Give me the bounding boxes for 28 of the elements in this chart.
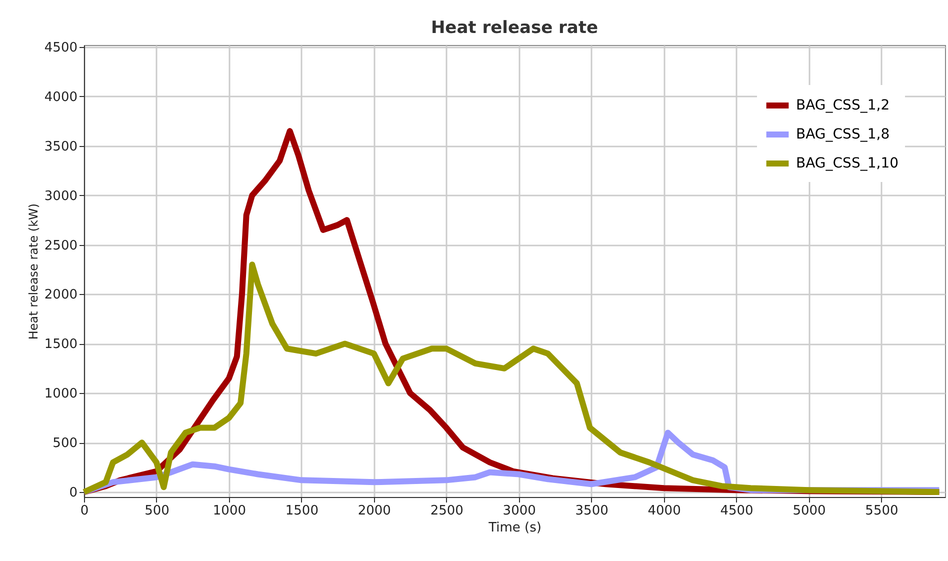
y-tick-label: 3000 xyxy=(44,188,78,204)
x-tick-label: 2500 xyxy=(430,504,464,518)
x-tick-label: 3000 xyxy=(502,504,536,518)
x-tick-label: 1500 xyxy=(285,504,318,518)
x-tick-label: 500 xyxy=(144,504,170,518)
y-tick-label: 4500 xyxy=(44,40,78,56)
legend-label: BAG_CSS_1,10 xyxy=(796,156,899,172)
y-tick-label: 0 xyxy=(69,486,78,501)
y-tick-label: 2000 xyxy=(44,288,78,303)
x-tick-label: 5000 xyxy=(792,504,826,518)
x-tick-label: 4000 xyxy=(648,504,681,518)
chart-title: Heat release rate xyxy=(430,18,598,38)
x-tick-label: 4500 xyxy=(720,504,754,518)
x-axis-title: Time (s) xyxy=(488,520,542,536)
x-tick-label: 2000 xyxy=(358,504,391,518)
legend-label: BAG_CSS_1,8 xyxy=(796,126,890,142)
legend-label: BAG_CSS_1,2 xyxy=(796,98,890,114)
y-tick-label: 3500 xyxy=(44,139,78,154)
y-tick-label: 500 xyxy=(52,436,78,452)
x-tick-label: 0 xyxy=(80,504,89,518)
x-tick-label: 1000 xyxy=(212,504,246,518)
y-tick-label: 4000 xyxy=(44,90,78,105)
y-axis-title: Heat release rate (kW) xyxy=(26,203,40,340)
y-tick-label: 1000 xyxy=(44,386,78,402)
y-tick-label: 1500 xyxy=(44,337,78,352)
y-tick-label: 2500 xyxy=(44,238,78,254)
x-tick-label: 3500 xyxy=(575,504,608,518)
x-tick-label: 5500 xyxy=(865,504,898,518)
